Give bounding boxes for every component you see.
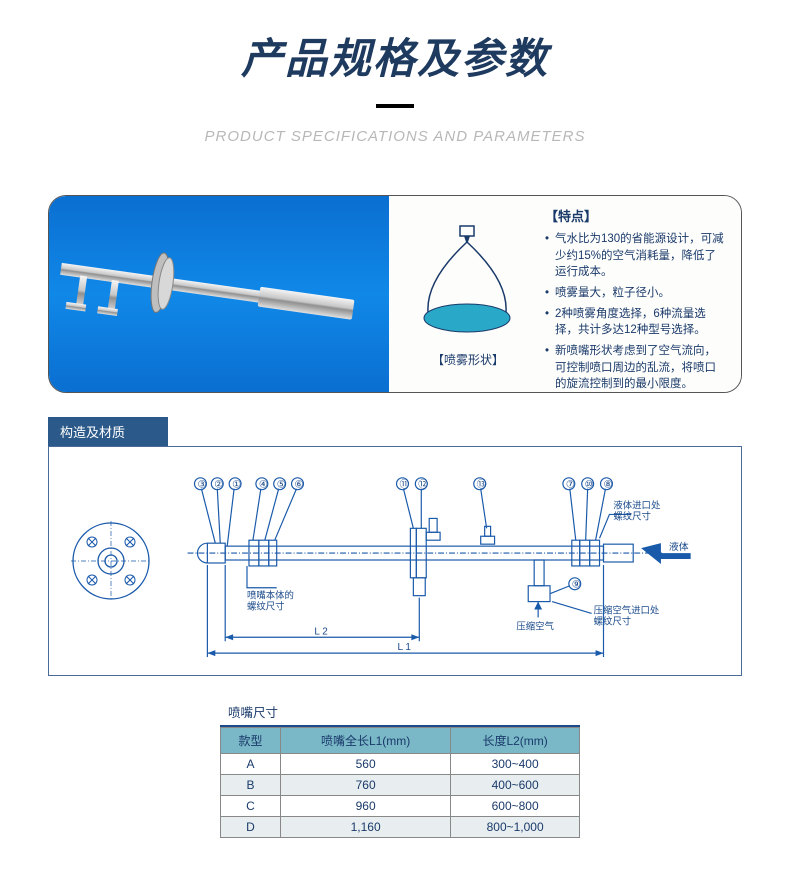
feature-item: 新喷嘴形状考虑到了空气流向，可控制喷口周边的乱流，将喷口的旋流控制到的最小限度。 <box>545 343 727 393</box>
svg-text:液体: 液体 <box>669 540 689 553</box>
spray-shape-diagram: 【喷雾形状】 <box>403 206 533 382</box>
svg-text:②: ② <box>214 480 223 491</box>
dimensions-table: 款型 喷嘴全长L1(mm) 长度L2(mm) A560300~400 B7604… <box>220 727 580 838</box>
table-row: B760400~600 <box>221 775 580 796</box>
features-column: 【特点】 气水比为130的省能源设计，可减少约15%的空气消耗量，降低了运行成本… <box>545 206 727 382</box>
page-header: 产品规格及参数 PRODUCT SPECIFICATIONS AND PARAM… <box>0 0 790 160</box>
title-divider <box>376 104 414 108</box>
nozzle-render-svg <box>49 195 389 393</box>
schematic-svg: ③ ② ① ④ ⑤ ⑥ ⑪ ⑫ ⑬ ⑦ ⑩ ⑧ ⑨ 喷嘴本体的螺纹尺寸 液体进口… <box>171 459 729 663</box>
feature-item: 2种喷雾角度选择，6种流量选择，共计多达12种型号选择。 <box>545 306 727 339</box>
svg-text:喷嘴本体的: 喷嘴本体的 <box>247 590 294 601</box>
svg-text:⑨: ⑨ <box>572 580 581 591</box>
spray-shape-svg <box>408 220 528 340</box>
features-right: 【喷雾形状】 【特点】 气水比为130的省能源设计，可减少约15%的空气消耗量，… <box>389 196 741 392</box>
table-body: A560300~400 B760400~600 C960600~800 D1,1… <box>221 754 580 838</box>
table-header: 喷嘴全长L1(mm) <box>281 728 451 754</box>
table-row: C960600~800 <box>221 796 580 817</box>
features-heading: 【特点】 <box>545 206 727 225</box>
svg-text:压缩空气: 压缩空气 <box>516 620 554 631</box>
svg-text:螺纹尺寸: 螺纹尺寸 <box>613 510 651 521</box>
table-title: 喷嘴尺寸 <box>220 698 580 727</box>
dimensions-table-wrap: 喷嘴尺寸 款型 喷嘴全长L1(mm) 长度L2(mm) A560300~400 … <box>220 698 580 838</box>
page-subtitle: PRODUCT SPECIFICATIONS AND PARAMETERS <box>0 128 790 145</box>
product-render <box>49 196 389 392</box>
table-row: A560300~400 <box>221 754 580 775</box>
svg-text:⑧: ⑧ <box>603 480 612 491</box>
svg-text:液体进口处: 液体进口处 <box>613 500 661 511</box>
svg-text:①: ① <box>232 480 241 491</box>
svg-text:⑪: ⑪ <box>399 479 409 491</box>
flange-front-view <box>61 459 161 663</box>
svg-text:⑬: ⑬ <box>477 479 487 491</box>
page-title: 产品规格及参数 <box>0 25 790 86</box>
svg-text:⑫: ⑫ <box>418 479 428 491</box>
table-header: 长度L2(mm) <box>451 728 580 754</box>
table-header: 款型 <box>221 728 281 754</box>
svg-text:螺纹尺寸: 螺纹尺寸 <box>594 615 632 626</box>
flange-svg <box>66 516 156 606</box>
spray-shape-label: 【喷雾形状】 <box>403 351 533 368</box>
svg-text:L 2: L 2 <box>314 626 327 637</box>
svg-text:⑦: ⑦ <box>566 480 575 491</box>
construction-section-bar: 构造及材质 <box>48 417 168 446</box>
svg-text:⑥: ⑥ <box>295 480 304 491</box>
svg-text:③: ③ <box>197 480 206 491</box>
svg-text:螺纹尺寸: 螺纹尺寸 <box>247 601 285 612</box>
svg-text:L 1: L 1 <box>398 642 412 653</box>
table-row: D1,160800~1,000 <box>221 817 580 838</box>
svg-text:⑩: ⑩ <box>585 480 594 491</box>
svg-text:④: ④ <box>259 480 268 491</box>
lance-schematic: ③ ② ① ④ ⑤ ⑥ ⑪ ⑫ ⑬ ⑦ ⑩ ⑧ ⑨ 喷嘴本体的螺纹尺寸 液体进口… <box>171 459 729 663</box>
feature-item: 喷雾量大，粒子径小。 <box>545 285 727 302</box>
construction-diagram-panel: ③ ② ① ④ ⑤ ⑥ ⑪ ⑫ ⑬ ⑦ ⑩ ⑧ ⑨ 喷嘴本体的螺纹尺寸 液体进口… <box>48 446 742 676</box>
feature-item: 气水比为130的省能源设计，可减少约15%的空气消耗量，降低了运行成本。 <box>545 231 727 281</box>
features-panel: 【喷雾形状】 【特点】 气水比为130的省能源设计，可减少约15%的空气消耗量，… <box>48 195 742 393</box>
svg-text:⑤: ⑤ <box>277 480 286 491</box>
features-list: 气水比为130的省能源设计，可减少约15%的空气消耗量，降低了运行成本。 喷雾量… <box>545 231 727 393</box>
